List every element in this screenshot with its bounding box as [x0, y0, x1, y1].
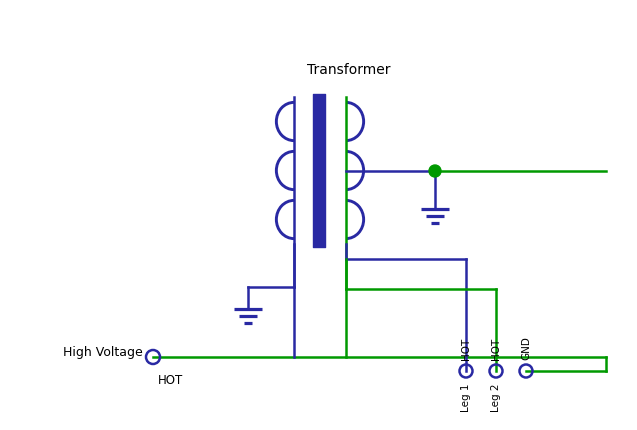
Text: High Voltage: High Voltage [63, 346, 143, 359]
Text: HOT: HOT [158, 373, 183, 386]
Text: GND: GND [521, 335, 531, 359]
Text: Transformer: Transformer [307, 63, 390, 77]
Text: Leg 2: Leg 2 [491, 383, 501, 412]
Text: Leg 1: Leg 1 [461, 383, 471, 412]
Circle shape [429, 166, 441, 178]
Text: HOT: HOT [461, 337, 471, 359]
Text: HOT: HOT [491, 337, 501, 359]
